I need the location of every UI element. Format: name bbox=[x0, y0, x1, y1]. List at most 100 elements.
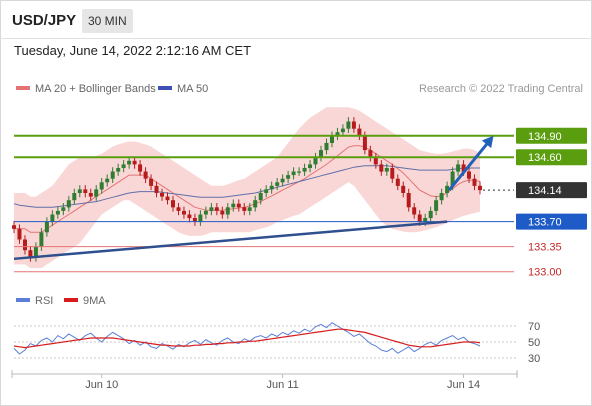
candle-body bbox=[357, 128, 362, 136]
candle-body bbox=[77, 189, 82, 193]
candle-body bbox=[143, 171, 148, 179]
level-label: 134.14 bbox=[528, 185, 562, 197]
x-axis: Jun 10 Jun 11 Jun 14 bbox=[11, 370, 518, 391]
candle-body bbox=[198, 214, 203, 222]
candle-body bbox=[220, 210, 225, 215]
candle-body bbox=[187, 214, 192, 219]
candle-body bbox=[50, 214, 55, 222]
candle-body bbox=[247, 207, 252, 211]
candle-body bbox=[412, 207, 417, 215]
rsi-legend-label: RSI bbox=[35, 295, 53, 307]
symbol-title: USD/JPY bbox=[12, 12, 77, 29]
level-badge bbox=[516, 149, 587, 166]
level-label: 134.90 bbox=[528, 131, 562, 143]
candle-body bbox=[231, 203, 236, 208]
candle-body bbox=[242, 207, 247, 211]
candle-body bbox=[379, 164, 384, 172]
candle-body bbox=[83, 189, 88, 193]
candle-body bbox=[302, 168, 307, 172]
candle-body bbox=[160, 193, 164, 197]
candle-body bbox=[401, 185, 406, 193]
level-badge bbox=[516, 213, 587, 230]
x-tick-label: Jun 11 bbox=[267, 379, 299, 391]
candle-body bbox=[116, 168, 121, 172]
candle-body bbox=[138, 164, 143, 172]
candle-body bbox=[72, 193, 77, 201]
candle-body bbox=[434, 200, 439, 211]
candle-body bbox=[423, 218, 428, 222]
ma20-legend-label: MA 20 + Bollinger Bands bbox=[35, 83, 156, 95]
candle-body bbox=[61, 207, 66, 211]
candle-body bbox=[373, 157, 378, 165]
candle-body bbox=[225, 207, 230, 215]
candle-body bbox=[269, 185, 274, 190]
candle-body bbox=[165, 196, 170, 201]
projection-arrowhead bbox=[481, 135, 494, 149]
level-badge bbox=[516, 182, 587, 199]
candle-body bbox=[44, 221, 49, 233]
level-label: 134.60 bbox=[528, 152, 562, 164]
candle-body bbox=[390, 168, 395, 179]
ma9-legend-label: 9MA bbox=[83, 295, 106, 307]
chart-header: USD/JPY 30 MIN bbox=[0, 0, 590, 40]
candle-body bbox=[275, 182, 280, 186]
rsi-line bbox=[13, 322, 481, 355]
candle-body bbox=[94, 189, 99, 197]
candle-body bbox=[33, 246, 38, 258]
candle-body bbox=[99, 182, 104, 190]
ma50-legend-swatch bbox=[158, 86, 172, 90]
rsi-ma9-line bbox=[13, 328, 481, 349]
candle-body bbox=[340, 128, 345, 133]
x-tick-label: Jun 10 bbox=[85, 379, 118, 391]
candle-body bbox=[384, 168, 389, 172]
candle-body bbox=[428, 210, 433, 219]
candle-body bbox=[461, 164, 466, 172]
timeframe-button[interactable]: 30 MIN bbox=[82, 9, 133, 33]
candle-body bbox=[324, 142, 329, 151]
candle-body bbox=[406, 193, 411, 208]
candle-body bbox=[330, 135, 334, 143]
header-divider bbox=[0, 38, 592, 39]
candle-body bbox=[456, 164, 461, 172]
candle-body bbox=[17, 228, 22, 240]
candle-body bbox=[335, 132, 340, 136]
candle-body bbox=[55, 210, 60, 215]
candle-body bbox=[12, 225, 16, 229]
credit-label: Research © 2022 Trading Central bbox=[419, 83, 583, 95]
trend-line bbox=[13, 220, 448, 261]
candle-body bbox=[478, 185, 482, 191]
candle-body bbox=[88, 193, 93, 197]
candle-body bbox=[308, 164, 312, 168]
candle-body bbox=[149, 178, 154, 186]
candle-body bbox=[445, 185, 450, 193]
candle-body bbox=[203, 210, 208, 215]
candle-body bbox=[351, 121, 356, 129]
candle-body bbox=[154, 185, 159, 193]
candle-body bbox=[127, 160, 132, 165]
candle-body bbox=[105, 178, 110, 183]
candle-body bbox=[450, 171, 455, 186]
candle-body bbox=[214, 207, 219, 211]
candle-body bbox=[110, 171, 115, 179]
candle-body bbox=[209, 207, 214, 211]
candle-body bbox=[264, 189, 269, 193]
candle-body bbox=[28, 250, 33, 258]
candle-body bbox=[121, 164, 126, 168]
candle-body bbox=[253, 200, 258, 208]
projection-arrow bbox=[447, 139, 491, 192]
ma20-legend-swatch bbox=[16, 86, 30, 90]
rsi-legend-swatch bbox=[16, 298, 30, 302]
level-label: 133.35 bbox=[528, 242, 562, 254]
level-label: 133.70 bbox=[528, 217, 562, 229]
bollinger-band bbox=[14, 107, 480, 269]
price-layer: 134.90 134.60 134.14 133.70 133.35 133.00 bbox=[12, 107, 587, 279]
x-tick-label: Jun 14 bbox=[447, 379, 480, 391]
level-badge bbox=[516, 127, 587, 144]
candle-body bbox=[286, 175, 291, 179]
candle-body bbox=[368, 150, 373, 158]
candle-body bbox=[176, 207, 181, 211]
candle-body bbox=[346, 121, 351, 129]
candle-body bbox=[467, 171, 471, 179]
candle-body bbox=[362, 135, 367, 151]
